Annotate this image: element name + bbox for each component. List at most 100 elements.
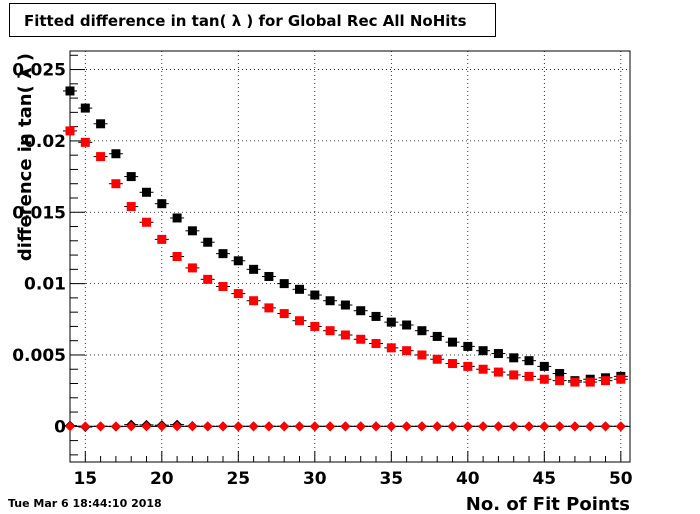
data-point — [172, 252, 182, 261]
data-point — [309, 421, 320, 432]
data-point — [509, 370, 519, 380]
data-point — [615, 421, 626, 432]
data-point — [508, 421, 519, 432]
data-point — [310, 321, 320, 331]
data-point — [401, 421, 412, 432]
data-point — [325, 296, 335, 306]
y-tick-label: 0.015 — [12, 203, 66, 223]
data-point — [264, 271, 274, 281]
data-point — [462, 421, 473, 432]
data-point — [478, 421, 489, 432]
data-point — [202, 421, 213, 432]
data-point — [616, 374, 626, 384]
data-point — [95, 421, 106, 432]
data-point — [172, 213, 182, 223]
data-point — [355, 421, 366, 432]
data-point — [417, 350, 427, 360]
data-point — [187, 226, 197, 236]
data-point — [493, 367, 503, 377]
data-point — [478, 346, 488, 356]
data-point — [402, 346, 412, 356]
y-tick-label: 0.01 — [24, 275, 66, 295]
data-point — [279, 421, 290, 432]
data-point — [187, 263, 197, 273]
data-point — [585, 377, 595, 387]
data-point — [463, 341, 473, 351]
data-point — [432, 331, 442, 341]
data-point — [356, 306, 366, 316]
data-point — [371, 339, 381, 349]
data-point — [157, 234, 167, 244]
data-point — [65, 421, 75, 432]
data-point — [264, 303, 274, 313]
data-point — [156, 421, 167, 432]
data-point — [539, 374, 549, 384]
data-point — [111, 179, 121, 189]
data-point — [463, 361, 473, 371]
data-point — [340, 330, 350, 340]
data-point — [416, 421, 427, 432]
chart-title: Fitted difference in tan( λ ) for Global… — [24, 12, 467, 30]
data-point — [294, 421, 305, 432]
data-point — [80, 421, 91, 432]
data-point — [141, 421, 152, 432]
x-tick-label: 15 — [73, 469, 97, 489]
data-point — [172, 421, 183, 432]
data-point — [432, 421, 443, 432]
data-point — [142, 187, 152, 197]
x-tick-label: 25 — [226, 469, 250, 489]
x-tick-label: 20 — [150, 469, 174, 489]
data-point — [371, 311, 381, 321]
data-point — [555, 369, 565, 379]
data-point — [432, 354, 442, 364]
data-point — [417, 326, 427, 336]
data-point — [80, 137, 90, 147]
data-point — [249, 264, 259, 274]
data-point — [371, 421, 382, 432]
y-axis-title: difference in tan( λ ) — [15, 53, 36, 261]
data-point — [448, 337, 458, 347]
data-point — [539, 421, 550, 432]
data-point — [96, 152, 106, 162]
data-point — [203, 237, 213, 247]
data-point — [386, 421, 397, 432]
data-point — [524, 421, 535, 432]
data-point — [279, 279, 289, 289]
data-point — [585, 421, 596, 432]
x-tick-label: 35 — [379, 469, 403, 489]
data-point — [126, 421, 137, 432]
data-point — [65, 86, 75, 96]
data-point — [218, 249, 228, 259]
plot-frame — [69, 50, 631, 463]
data-point — [126, 172, 136, 182]
data-point — [233, 256, 243, 266]
data-point — [340, 300, 350, 310]
grid-lines — [70, 51, 630, 462]
data-point — [279, 309, 289, 319]
data-point — [157, 199, 167, 209]
data-point — [233, 421, 244, 432]
data-point — [509, 353, 519, 363]
data-point — [493, 349, 503, 359]
data-point — [478, 364, 488, 374]
data-point — [65, 126, 75, 136]
data-point — [187, 421, 198, 432]
data-point — [386, 317, 396, 327]
data-point — [570, 377, 580, 387]
data-point — [203, 274, 213, 284]
data-marks — [63, 86, 628, 433]
y-tick-label: 0 — [54, 417, 66, 437]
data-point — [601, 376, 611, 386]
data-point — [111, 149, 121, 159]
data-point — [310, 290, 320, 300]
x-axis-title: No. of Fit Points — [466, 494, 630, 514]
data-point — [295, 284, 305, 294]
data-point — [110, 421, 121, 432]
data-point — [96, 119, 106, 129]
data-point — [218, 281, 228, 291]
data-point — [325, 421, 336, 432]
axes: 15 20 25 30 35 40 45 50 0 0.005 0.01 0.015 0.02 0.025 — [12, 54, 633, 489]
x-tick-label: 50 — [609, 469, 633, 489]
x-tick-label: 45 — [532, 469, 556, 489]
